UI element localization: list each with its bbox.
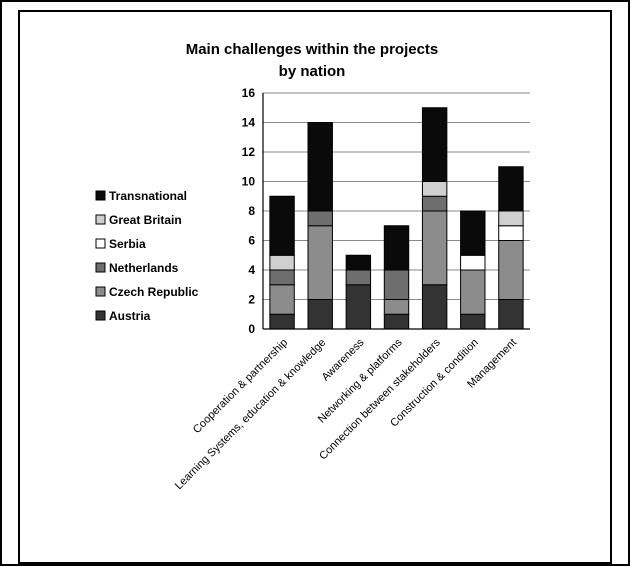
bar-segment-netherlands	[269, 269, 295, 286]
legend-label: Austria	[109, 309, 151, 323]
legend-swatch	[95, 286, 106, 297]
chart-border	[18, 10, 612, 564]
legend-swatch	[95, 214, 106, 225]
bar-segment-czech-republic	[498, 240, 524, 300]
bar-segment-transnational	[421, 107, 448, 182]
bar-segment-great-britain	[421, 181, 448, 197]
bar-segment-austria	[307, 299, 333, 330]
legend: Transnational Great Britain Serbia Netherla…	[95, 189, 199, 323]
bar-segment-netherlands	[421, 195, 448, 212]
gridlines	[263, 92, 530, 330]
y-tick-label: 10	[242, 175, 256, 189]
y-tick-label: 12	[242, 145, 256, 159]
y-tick-label: 8	[248, 204, 255, 218]
y-tick-label: 6	[248, 234, 255, 248]
bar-segment-austria	[345, 284, 372, 330]
legend-swatch	[95, 262, 106, 273]
bar-segment-transnational	[498, 166, 524, 212]
y-tick-label: 0	[248, 322, 255, 336]
y-tick-label: 16	[242, 86, 256, 100]
bar-segment-austria	[421, 284, 448, 330]
bar-segment-czech-republic	[383, 299, 410, 315]
bar-segment-czech-republic	[421, 210, 448, 286]
bar-segment-czech-republic	[269, 284, 295, 315]
chart-title-line-1: Main challenges within the projects	[186, 41, 439, 58]
bar-segment-austria	[498, 299, 524, 330]
chart-title-line-2: by nation	[279, 63, 346, 80]
y-tick-labels: 0 2 4 6 8 10 12 14 16	[242, 86, 256, 336]
bars	[269, 107, 524, 330]
bar-segment-transnational	[383, 225, 410, 271]
bar-segment-austria	[269, 313, 295, 330]
bar-segment-netherlands	[307, 210, 333, 227]
bar-segment-great-britain	[498, 210, 524, 227]
y-tick-label: 4	[248, 263, 255, 277]
bar-segment-austria	[460, 313, 486, 330]
bar-segment-serbia	[498, 225, 524, 241]
bar-segment-transnational	[269, 195, 295, 256]
legend-swatch	[95, 310, 106, 321]
y-tick-label: 2	[248, 293, 255, 307]
y-tick-label: 14	[242, 116, 256, 130]
axes	[262, 93, 530, 330]
bar-segment-transnational	[345, 254, 372, 271]
bar-segment-czech-republic	[307, 225, 333, 300]
legend-label: Netherlands	[109, 261, 179, 275]
bar-segment-netherlands	[345, 269, 372, 286]
legend-label: Czech Republic	[109, 285, 199, 299]
bar-segment-transnational	[307, 122, 333, 212]
bar-segment-czech-republic	[460, 269, 486, 315]
legend-label: Great Britain	[109, 213, 182, 227]
bar-segment-netherlands	[383, 269, 410, 300]
bar-segment-austria	[383, 313, 410, 330]
legend-swatch	[95, 238, 106, 249]
legend-label: Serbia	[109, 237, 146, 251]
bar-segment-serbia	[460, 254, 486, 271]
legend-swatch	[95, 190, 106, 201]
bar-segment-transnational	[460, 210, 486, 256]
legend-label: Transnational	[109, 189, 187, 203]
bar-segment-great-britain	[269, 254, 295, 271]
